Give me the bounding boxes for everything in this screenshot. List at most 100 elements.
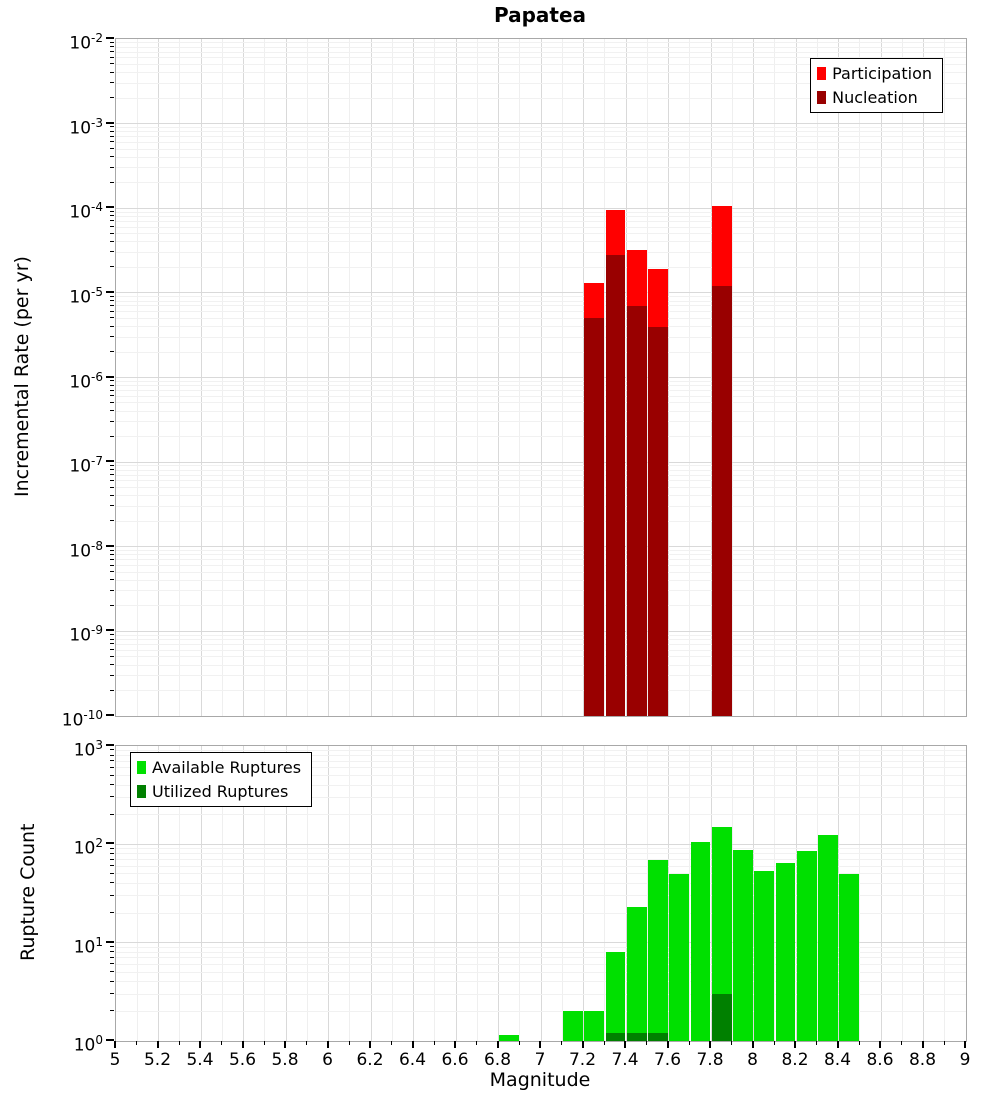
x-tick <box>921 1041 924 1048</box>
x-tick <box>666 1041 669 1048</box>
h-gridline-minor <box>116 317 966 319</box>
available-ruptures-bar <box>839 873 859 1041</box>
x-minor-tick <box>646 1041 648 1045</box>
legend-label-nucleation: Nucleation <box>832 88 918 107</box>
h-gridline-minor <box>116 775 966 777</box>
y-minor-tick <box>110 325 114 327</box>
x-minor-tick <box>858 1041 860 1045</box>
h-gridline-minor <box>116 865 966 867</box>
x-tick-label: 7.2 <box>568 1050 597 1070</box>
h-gridline-minor <box>116 241 966 243</box>
y-minor-tick <box>110 638 114 640</box>
y-tick <box>106 714 114 716</box>
x-tick-label: 5.6 <box>228 1050 257 1070</box>
y-minor-tick <box>110 336 114 338</box>
v-gridline <box>668 746 669 1041</box>
v-gridline <box>434 746 436 1041</box>
v-gridline <box>753 746 754 1041</box>
y-tick-label: 10-9 <box>69 623 103 647</box>
h-gridline-minor <box>116 859 966 861</box>
y-minor-tick <box>110 130 114 132</box>
y-tick-label: 10-8 <box>69 538 103 562</box>
available-ruptures-bar <box>648 859 668 1041</box>
h-gridline-minor <box>116 565 966 567</box>
y-tick <box>106 1039 114 1041</box>
nucleation-bar <box>648 326 668 716</box>
y-tick-label: 101 <box>73 934 103 958</box>
v-gridline <box>646 746 648 1041</box>
utilized-ruptures-bar <box>626 1033 647 1041</box>
y-tick <box>106 460 114 463</box>
y-minor-tick <box>110 1010 114 1012</box>
h-gridline-major <box>116 461 966 463</box>
y-tick <box>106 290 114 293</box>
x-tick-label: 6 <box>322 1050 333 1070</box>
x-tick <box>964 1041 966 1048</box>
y-minor-tick <box>110 589 114 591</box>
h-gridline-minor <box>116 971 966 973</box>
v-gridline <box>285 746 287 1041</box>
y-minor-tick <box>110 766 114 768</box>
available-ruptures-bar <box>690 842 711 1041</box>
h-gridline-minor <box>116 266 966 268</box>
count-axis-title: Rupture Count <box>17 823 39 962</box>
v-gridline <box>774 746 776 1041</box>
x-tick <box>284 1041 286 1048</box>
h-gridline-minor <box>116 469 966 471</box>
v-gridline <box>880 746 882 1041</box>
h-gridline-minor <box>116 296 966 298</box>
v-gridline <box>838 746 839 1041</box>
y-minor-tick <box>110 469 114 471</box>
y-minor-tick <box>110 858 114 860</box>
x-tick <box>114 1041 116 1048</box>
y-minor-tick <box>110 980 114 982</box>
h-gridline-minor <box>116 326 966 328</box>
y-minor-tick <box>110 774 114 776</box>
v-gridline <box>731 746 733 1041</box>
v-gridline <box>519 746 521 1041</box>
h-gridline-minor <box>116 590 966 592</box>
x-tick-label: 7.6 <box>653 1050 682 1070</box>
y-minor-tick <box>110 479 114 481</box>
x-minor-tick <box>943 1041 945 1045</box>
v-gridline <box>901 746 903 1041</box>
y-minor-tick <box>110 571 114 573</box>
h-gridline-minor <box>116 882 966 884</box>
x-tick <box>581 1041 584 1048</box>
y-minor-tick <box>110 882 114 884</box>
y-minor-tick <box>110 135 114 137</box>
h-gridline-minor <box>116 895 966 897</box>
y-minor-tick <box>110 317 114 319</box>
x-axis-title: Magnitude <box>489 1069 591 1091</box>
y-tick-label: 100 <box>73 1033 103 1056</box>
y-tick <box>106 842 114 845</box>
h-gridline-minor <box>116 251 966 253</box>
y-minor-tick <box>110 435 114 437</box>
h-gridline-minor <box>116 131 966 133</box>
nucleation-swatch <box>817 91 827 104</box>
y-minor-tick <box>110 971 114 973</box>
h-gridline-minor <box>116 554 966 556</box>
y-minor-tick <box>110 749 114 751</box>
h-gridline-minor <box>116 951 966 953</box>
h-gridline-major <box>116 942 966 944</box>
y-minor-tick <box>110 41 114 43</box>
utilized-ruptures-swatch <box>137 785 146 798</box>
y-minor-tick <box>110 464 114 466</box>
v-gridline <box>349 746 351 1041</box>
y-minor-tick <box>110 384 114 386</box>
y-tick-label: 10-3 <box>69 115 103 139</box>
x-tick <box>836 1041 839 1048</box>
h-gridline-minor <box>116 656 966 658</box>
h-gridline-minor <box>116 550 966 552</box>
v-gridline <box>583 746 584 1041</box>
y-minor-tick <box>110 486 114 488</box>
h-gridline-minor <box>116 853 966 855</box>
x-tick <box>709 1041 711 1048</box>
y-minor-tick <box>110 634 114 636</box>
h-gridline-minor <box>116 395 966 397</box>
y-tick <box>106 744 114 746</box>
v-gridline <box>413 746 414 1041</box>
h-gridline-minor <box>116 233 966 235</box>
y-minor-tick <box>110 266 114 268</box>
